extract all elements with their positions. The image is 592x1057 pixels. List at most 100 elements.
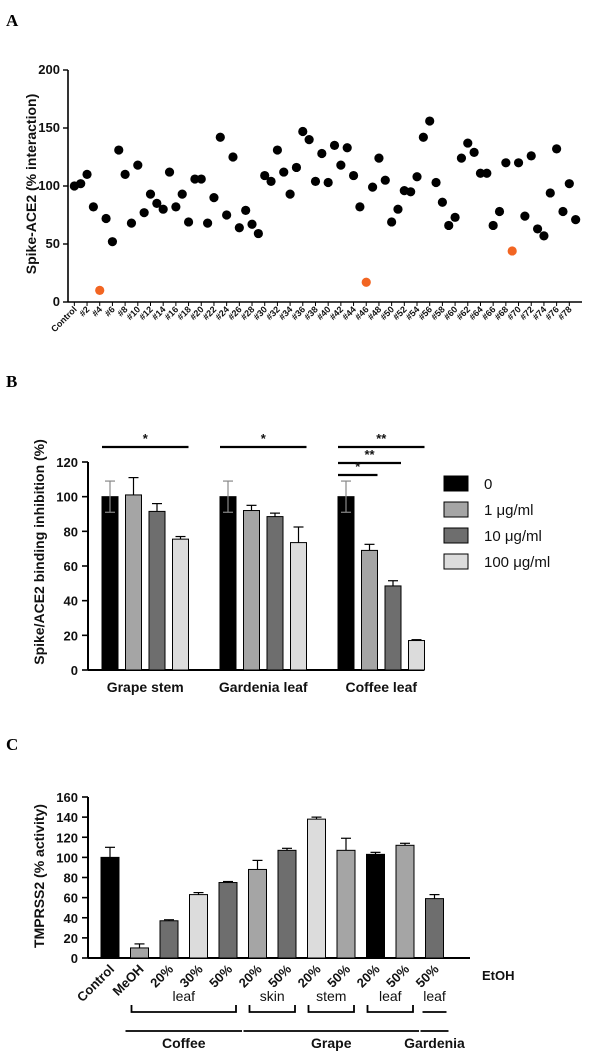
panel-a-point (323, 177, 333, 188)
panel-a-point (513, 158, 524, 168)
panel-a-y-tick-label: 50 (46, 236, 60, 251)
panel-b-legend-label: 100 μg/ml (484, 554, 550, 571)
panel-b-bar (125, 494, 142, 671)
panel-a-point (203, 218, 213, 228)
panel-b-legend: 0 1 μg/ml 10 μg/ml 100 μg/ml (443, 475, 550, 571)
panel-a-point-highlight (361, 277, 371, 287)
panel-a-point (488, 220, 498, 231)
panel-c-x-tick-label: 50% (413, 961, 442, 990)
panel-a-point (266, 176, 276, 186)
panel-c-x-tick-label: 20% (147, 961, 176, 990)
panel-c-group-label: Gardenia (404, 1035, 465, 1051)
panel-a-point (552, 144, 562, 154)
panel-b-bar (101, 496, 119, 671)
panel-c-solvent-label: EtOH (482, 968, 515, 983)
panel-c-x-tick-label: MeOH (109, 962, 146, 999)
panel-a-point (469, 147, 479, 157)
panel-b-category-label: Gardenia leaf (219, 679, 308, 695)
panel-b-y-tick-label: 120 (56, 455, 78, 470)
panel-a-point (101, 213, 111, 224)
panel-b-category-label: Grape stem (107, 679, 184, 695)
panel-b-y-tick-label: 80 (64, 524, 78, 539)
panel-a-point-highlight (507, 246, 517, 256)
panel-c-y-tick-label: 140 (56, 810, 78, 825)
panel-c-group-label: Grape (311, 1035, 352, 1051)
panel-b-legend-label: 1 μg/ml (484, 502, 534, 519)
panel-b-bar (337, 496, 355, 671)
panel-c-x-tick-label: Control (74, 962, 117, 1005)
panel-c-x-tick-label: 50% (324, 961, 353, 990)
panel-a-point (520, 211, 530, 221)
panel-b-legend-swatch (443, 501, 469, 518)
panel-a-point (456, 153, 467, 163)
panel-a-point (190, 174, 200, 184)
panel-b-bar (266, 516, 284, 671)
panel-a-point (247, 219, 257, 229)
panel-a-point (380, 175, 390, 185)
panel-c-x-tick-label: 50% (265, 961, 294, 990)
panel-b-y-tick-label: 20 (64, 628, 78, 643)
panel-c-subgroup-label: leaf (379, 988, 402, 1004)
panel-b-y-tick-label: 40 (64, 594, 78, 609)
panel-a-point (329, 140, 340, 150)
panel-a-point (558, 206, 568, 217)
panel-c-x-tick-label: 30% (177, 961, 206, 990)
panel-c-y-tick-label: 80 (64, 871, 78, 886)
panel-a-point (133, 160, 143, 170)
panel-a-point (164, 167, 175, 177)
panel-b-y-tick-label: 100 (56, 490, 78, 505)
panel-c-ylabel: TMPRSS2 (% activity) (31, 804, 47, 948)
panel-a-point (279, 167, 289, 177)
panel-a-point (171, 202, 181, 212)
panel-c-bar (366, 853, 385, 959)
panel-a-point (355, 202, 365, 212)
panel-b-legend-swatch (443, 475, 469, 492)
panel-a-point (526, 151, 536, 161)
panel-b-legend-swatch (443, 553, 469, 570)
panel-c-x-tick-label: 20% (236, 961, 265, 990)
panel-a-point (501, 158, 511, 168)
panel-a-point (228, 152, 238, 162)
panel-a-point (145, 189, 156, 199)
panel-a-point (532, 224, 543, 234)
panel-a-point (437, 197, 447, 207)
panel-b-legend-swatch (443, 527, 469, 544)
panel-a-point (82, 169, 92, 179)
panel-b-bar (384, 585, 402, 671)
panel-b-y-tick-label: 0 (71, 663, 78, 678)
panel-a-point (425, 116, 435, 126)
panel-c-y-tick-label: 40 (64, 911, 78, 926)
panel-b-category-label: Coffee leaf (345, 679, 417, 695)
panel-a-point (196, 174, 206, 184)
panel-b-bar (148, 510, 166, 671)
panel-letter-a: A (6, 11, 19, 30)
panel-b-bar (172, 538, 189, 671)
panel-a-point (88, 202, 98, 212)
panel-b-legend-label: 0 (484, 476, 492, 493)
panel-a-point (342, 143, 352, 153)
panel-a-ylabel: Spike-ACE2 (% interaction) (23, 94, 39, 274)
panel-a-point (545, 188, 555, 198)
panel-a-y-tick-label: 0 (53, 294, 60, 309)
panel-a-y-tick-label: 200 (38, 62, 60, 77)
panel-b: B Spike/ACE2 binding inhibition (%) 0 20 4… (6, 372, 550, 695)
panel-a-point (298, 126, 308, 137)
panel-a-point (158, 204, 168, 214)
panel-c-x-tick-label: 50% (383, 961, 412, 990)
panel-a-point (253, 228, 263, 239)
panel-c-subgroup-label: leaf (172, 988, 195, 1004)
panel-c-bar (277, 849, 297, 959)
panel-a-y-tick-label: 150 (38, 120, 60, 135)
panel-b-bar (290, 542, 307, 671)
panel-c-bar (425, 898, 444, 959)
panel-b-significance-label: * (355, 459, 361, 474)
panel-a-point (444, 220, 454, 231)
panel-c-y-tick-label: 60 (64, 891, 78, 906)
panel-c-bar (395, 844, 415, 959)
panel-c-bars (100, 816, 444, 959)
panel-a-point (107, 237, 118, 247)
panel-a-point (412, 172, 422, 182)
panel-b-significance-label: * (143, 431, 149, 446)
panel-b-bar (408, 640, 425, 671)
panel-c: C TMPRSS2 (% activity) 0 20 40 60 80 100 120 14… (6, 735, 515, 1051)
